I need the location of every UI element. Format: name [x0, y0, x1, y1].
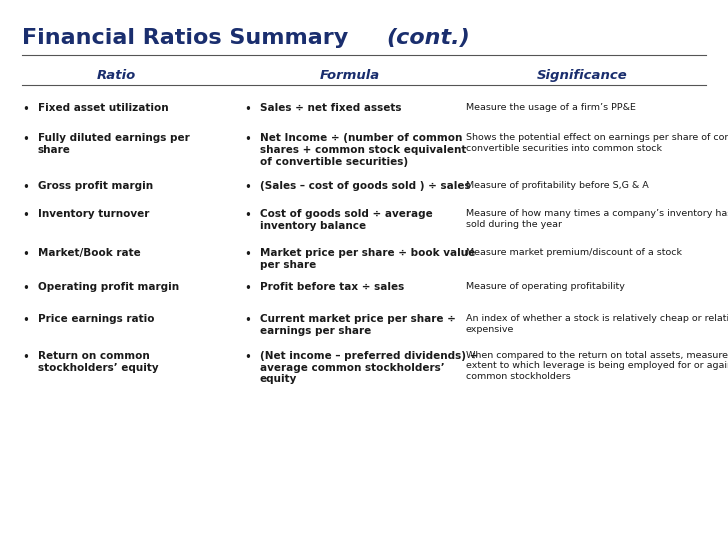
Text: •: •: [244, 210, 250, 222]
Text: •: •: [22, 282, 28, 295]
Text: Sales ÷ net fixed assets: Sales ÷ net fixed assets: [260, 103, 401, 112]
Text: (Sales – cost of goods sold ) ÷ sales: (Sales – cost of goods sold ) ÷ sales: [260, 181, 470, 191]
Text: 17: 17: [700, 525, 715, 535]
Text: •: •: [244, 103, 250, 116]
Text: Fully diluted earnings per
share: Fully diluted earnings per share: [38, 133, 189, 155]
Text: •: •: [244, 133, 250, 146]
Text: Cost of goods sold ÷ average
inventory balance: Cost of goods sold ÷ average inventory b…: [260, 210, 432, 231]
Text: •: •: [22, 314, 28, 327]
Text: Ratio: Ratio: [97, 69, 136, 82]
Text: Measure the usage of a firm’s PP&E: Measure the usage of a firm’s PP&E: [466, 103, 636, 111]
Text: •: •: [22, 248, 28, 262]
Text: •: •: [22, 181, 28, 194]
Text: Market/Book rate: Market/Book rate: [38, 248, 141, 258]
Text: •: •: [22, 103, 28, 116]
Text: •: •: [244, 248, 250, 262]
Text: •: •: [244, 351, 250, 364]
Text: An index of whether a stock is relatively cheap or relatively
expensive: An index of whether a stock is relativel…: [466, 314, 728, 334]
Text: Profit before tax ÷ sales: Profit before tax ÷ sales: [260, 282, 404, 292]
Text: Measure of operating profitability: Measure of operating profitability: [466, 282, 625, 291]
Text: Fixed asset utilization: Fixed asset utilization: [38, 103, 168, 112]
Text: •: •: [244, 282, 250, 295]
Text: •: •: [244, 181, 250, 194]
Text: •: •: [22, 210, 28, 222]
Text: Net Income ÷ (number of common
shares + common stock equivalent
of convertible s: Net Income ÷ (number of common shares + …: [260, 133, 466, 167]
Text: Price earnings ratio: Price earnings ratio: [38, 314, 154, 324]
Text: (Net income – preferred dividends) ÷
average common stockholders’
equity: (Net income – preferred dividends) ÷ ave…: [260, 351, 478, 384]
Text: Financial Ratios Summary: Financial Ratios Summary: [22, 28, 356, 48]
Text: Measure of profitability before S,G & A: Measure of profitability before S,G & A: [466, 181, 649, 189]
Text: •: •: [22, 133, 28, 146]
Text: Current market price per share ÷
earnings per share: Current market price per share ÷ earning…: [260, 314, 456, 336]
Text: Market price per share ÷ book value
per share: Market price per share ÷ book value per …: [260, 248, 475, 270]
Text: Measure market premium/discount of a stock: Measure market premium/discount of a sto…: [466, 248, 682, 257]
Text: Inventory turnover: Inventory turnover: [38, 210, 149, 219]
Text: When compared to the return on total assets, measures the
extent to which levera: When compared to the return on total ass…: [466, 351, 728, 381]
Text: Significance: Significance: [537, 69, 628, 82]
Text: Formula: Formula: [320, 69, 379, 82]
Text: •: •: [22, 351, 28, 364]
Text: •: •: [244, 314, 250, 327]
Text: Shows the potential effect on earnings per share of converting
convertible secur: Shows the potential effect on earnings p…: [466, 133, 728, 153]
Text: Return on common
stockholders’ equity: Return on common stockholders’ equity: [38, 351, 159, 373]
Text: Operating profit margin: Operating profit margin: [38, 282, 179, 292]
Text: Measure of how many times a company’s inventory has been
sold during the year: Measure of how many times a company’s in…: [466, 210, 728, 229]
Text: (cont.): (cont.): [386, 28, 470, 48]
Text: Gross profit margin: Gross profit margin: [38, 181, 153, 191]
